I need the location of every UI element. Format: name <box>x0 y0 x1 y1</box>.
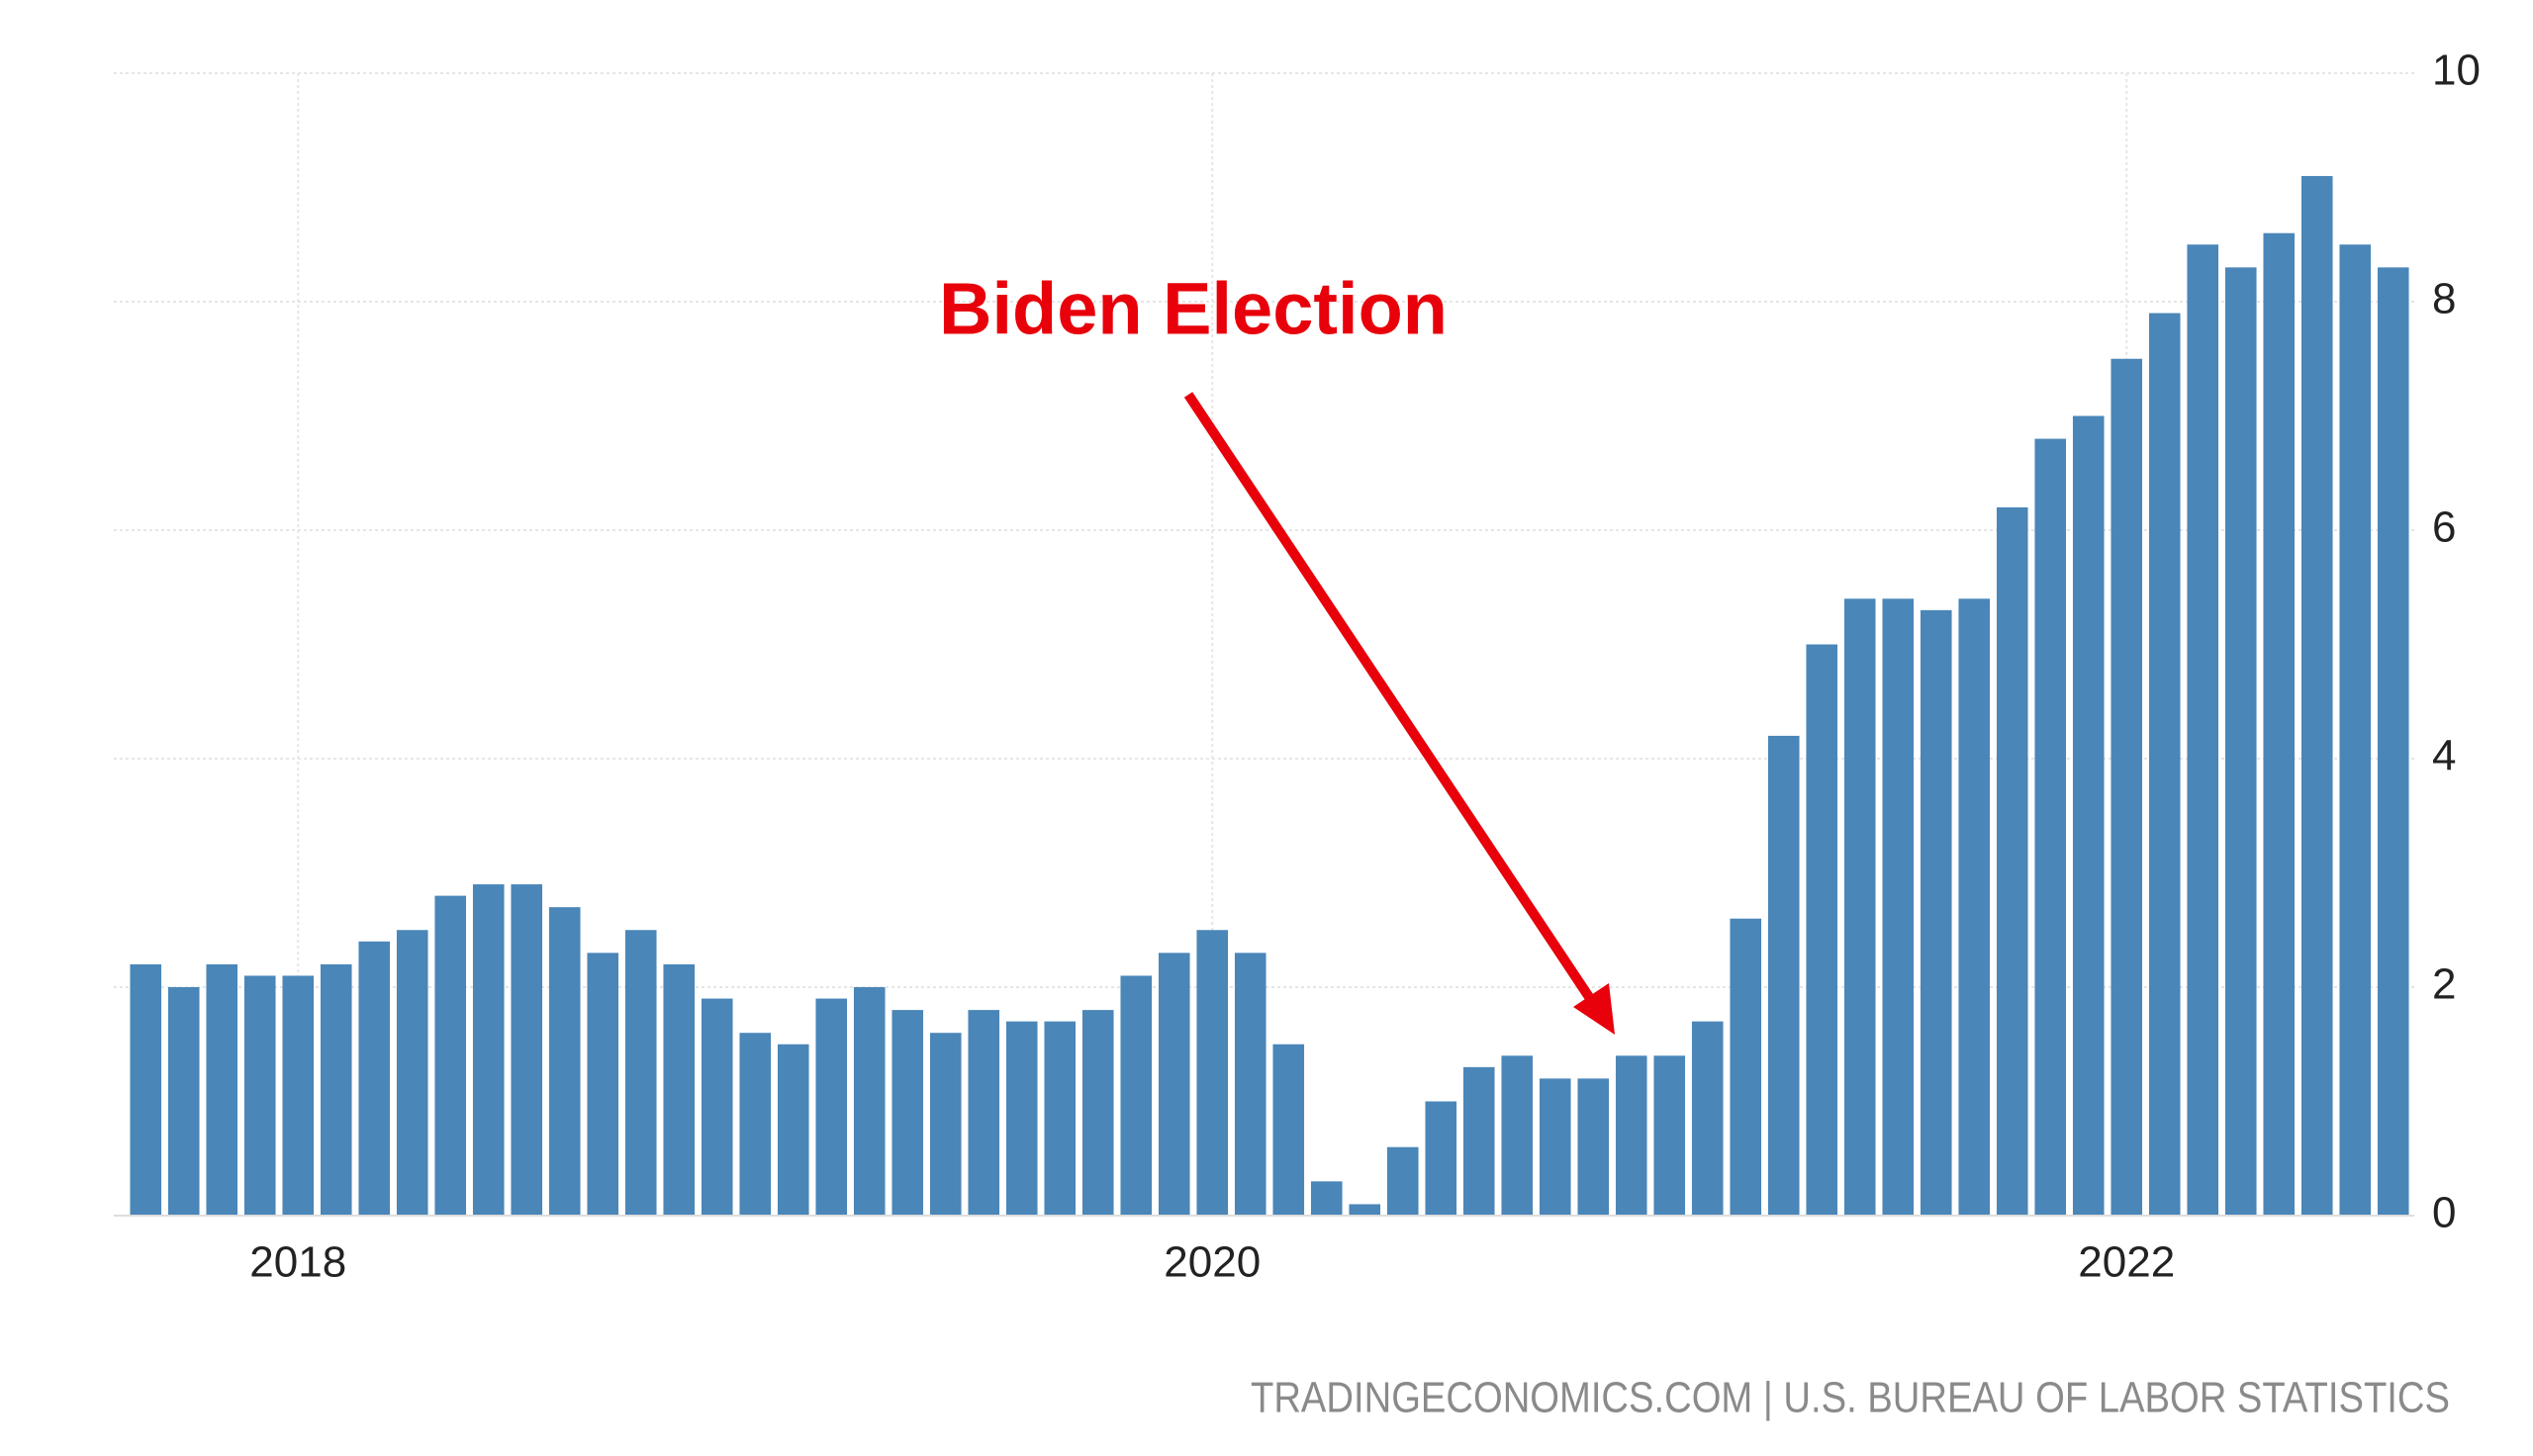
x-tick-label: 2022 <box>2078 1238 2175 1287</box>
bar <box>1158 953 1190 1216</box>
bar <box>167 987 200 1216</box>
bar <box>1767 735 1800 1216</box>
y-tick-label: 10 <box>2432 46 2481 95</box>
plot: 0 2 4 6 8 10 2018 2020 2022 <box>114 46 2481 1287</box>
bar <box>282 975 315 1216</box>
bar <box>1806 644 1838 1216</box>
bar <box>1539 1078 1571 1216</box>
bar <box>1386 1146 1419 1216</box>
bar <box>1577 1078 1610 1216</box>
arrow-head <box>1573 983 1615 1035</box>
bar <box>587 953 619 1216</box>
bar <box>1501 1055 1534 1216</box>
bar <box>1958 598 1991 1216</box>
bar <box>663 963 696 1216</box>
bar <box>2300 175 2333 1217</box>
y-tick-label: 4 <box>2432 732 2456 780</box>
bar <box>206 963 238 1216</box>
bar <box>2034 438 2067 1217</box>
bar <box>2148 313 2181 1216</box>
annotation: Biden Election <box>939 268 1448 350</box>
bar <box>1349 1204 1381 1216</box>
bar <box>1196 930 1229 1216</box>
bar <box>243 975 276 1216</box>
y-tick-label: 8 <box>2432 275 2456 323</box>
bar <box>1044 1021 1077 1216</box>
bar <box>548 907 581 1216</box>
bar <box>1234 953 1266 1216</box>
bar <box>2072 415 2105 1216</box>
y-tick-label: 2 <box>2432 960 2456 1009</box>
bar <box>1462 1066 1495 1216</box>
bar <box>1882 598 1915 1216</box>
bar <box>1920 609 1952 1216</box>
bar <box>1272 1044 1305 1216</box>
bar <box>1120 975 1153 1216</box>
bar <box>1691 1021 1724 1216</box>
bar <box>2224 267 2257 1217</box>
bar <box>1005 1021 1038 1216</box>
bar <box>1653 1055 1686 1216</box>
bar <box>2263 232 2296 1216</box>
y-tick-label: 6 <box>2432 503 2456 552</box>
bar <box>1310 1181 1343 1216</box>
bar <box>2377 267 2409 1217</box>
bar <box>777 1044 809 1216</box>
bar <box>1081 1010 1114 1216</box>
annotation-arrow <box>1183 392 1615 1035</box>
x-tick-label: 2020 <box>1164 1238 1261 1287</box>
bar <box>511 884 543 1216</box>
source: TRADINGECONOMICS.COM | U.S. BUREAU OF LA… <box>1251 1374 2450 1422</box>
bar <box>130 963 162 1216</box>
bar <box>929 1033 962 1216</box>
bar <box>320 963 352 1216</box>
bar <box>1996 506 2028 1216</box>
bar <box>739 1033 772 1216</box>
bar <box>358 941 391 1216</box>
bar <box>472 884 505 1216</box>
y-tick-label: 0 <box>2432 1189 2456 1237</box>
bar <box>2187 244 2219 1216</box>
bar <box>1843 598 1876 1216</box>
bar <box>968 1010 1000 1216</box>
bar <box>815 998 848 1216</box>
bar <box>1615 1055 1647 1216</box>
arrow-shaft <box>1183 392 1600 1009</box>
bar <box>891 1010 924 1216</box>
bar <box>624 930 657 1216</box>
bar <box>2111 358 2143 1216</box>
bar <box>2339 244 2372 1216</box>
x-tick-label: 2018 <box>249 1238 346 1287</box>
bar <box>701 998 733 1216</box>
bar <box>396 930 428 1216</box>
bar <box>434 895 467 1216</box>
bar <box>1425 1101 1457 1216</box>
bar <box>1730 918 1762 1216</box>
bar <box>853 987 886 1216</box>
